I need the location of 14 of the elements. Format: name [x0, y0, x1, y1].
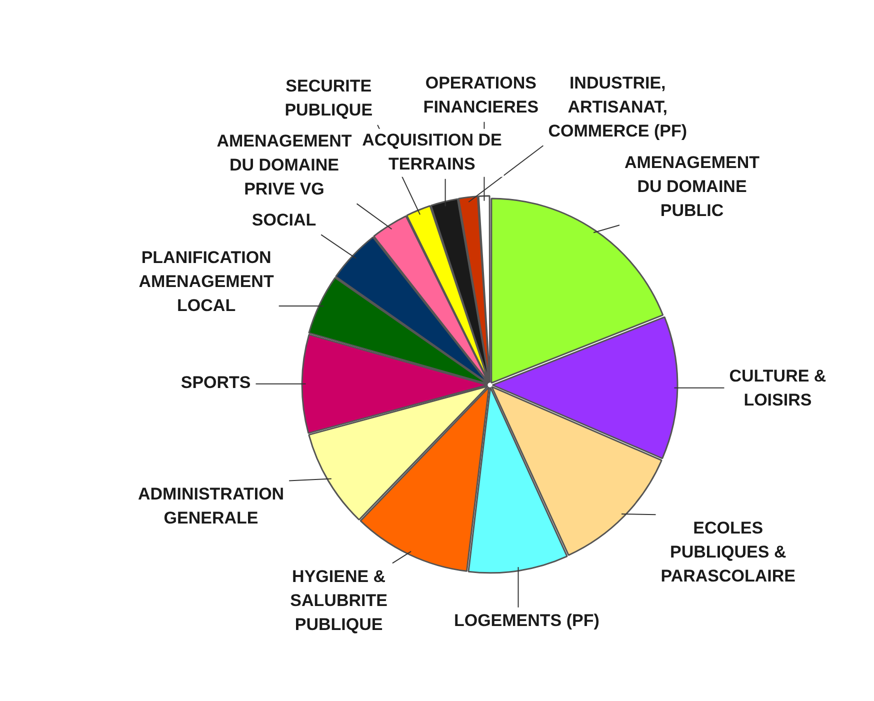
slice-label: SOCIAL [252, 210, 316, 230]
slice-label: PLANIFICATION AMENAGEMENT LOCAL [138, 248, 274, 316]
slice-label: SECURITE PUBLIQUE [284, 76, 373, 120]
slice-label: ECOLES PUBLIQUES & PARASCOLAIRE [660, 518, 796, 586]
slice-label: CULTURE & LOISIRS [729, 366, 826, 410]
slice-label: LOGEMENTS (PF) [454, 611, 600, 630]
slice-label: AMENAGEMENT DU DOMAINE PRIVE VG [216, 131, 352, 198]
slice-label: OPERATIONS FINANCIERES [423, 74, 539, 117]
slice-label: SPORTS [180, 373, 251, 392]
slice-label: ADMINISTRATION GENERALE [138, 484, 284, 528]
slice-label: AMENAGEMENT DU DOMAINE PUBLIC [624, 152, 760, 220]
slice-label: INDUSTRIE, ARTISANAT, COMMERCE (PF) [548, 73, 688, 140]
slice-label: ACQUISITION DE TERRAINS [362, 130, 502, 174]
slice-label: HYGIENE & SALUBRITE PUBLIQUE [290, 566, 388, 634]
